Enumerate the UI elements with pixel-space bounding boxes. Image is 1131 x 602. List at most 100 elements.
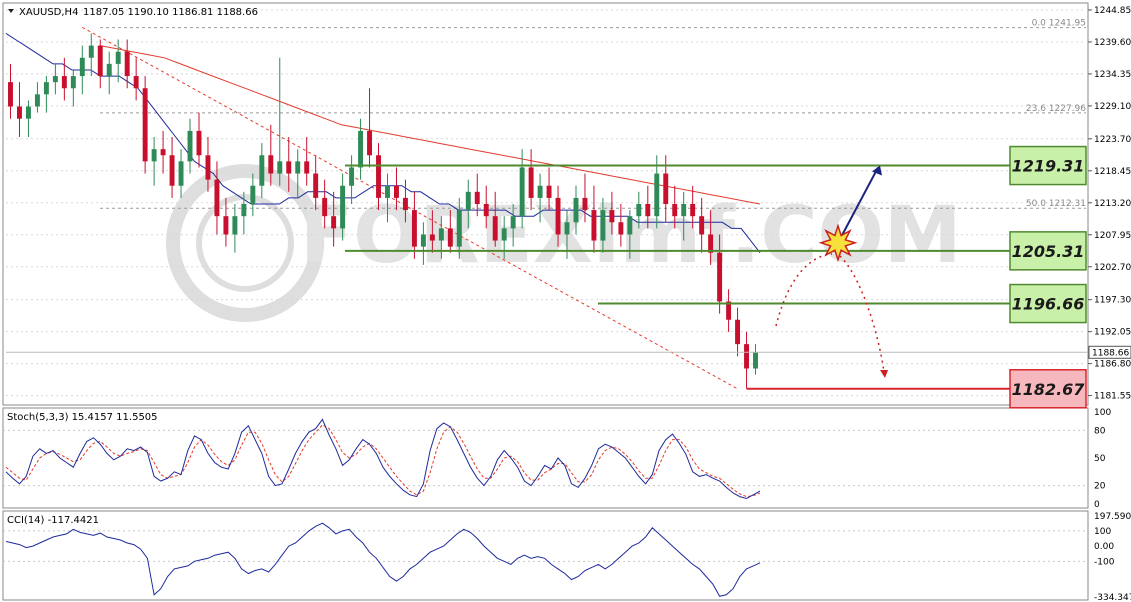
candle-body xyxy=(744,344,750,369)
candle-body xyxy=(699,216,705,235)
candle-body xyxy=(492,216,498,241)
level-label: 1196.66 xyxy=(1012,295,1085,314)
level-box-green xyxy=(1009,145,1087,186)
moving-averages xyxy=(5,32,761,254)
level-box-red xyxy=(1009,369,1087,409)
fib-label: 23.6 1227.96 xyxy=(1026,104,1086,114)
cci-axis-label: 0.00 xyxy=(1094,542,1114,552)
candle-body xyxy=(483,204,489,217)
candle-body xyxy=(322,197,328,217)
candle-body xyxy=(654,173,660,217)
candle-body xyxy=(34,94,40,107)
candle-body xyxy=(618,222,624,235)
candle-body xyxy=(160,149,166,156)
bearish-arrowhead xyxy=(880,370,888,378)
candle-body xyxy=(313,173,319,198)
candle-body xyxy=(681,204,687,217)
candle-body xyxy=(106,63,112,77)
axis-tick-label: 1192.05 xyxy=(1094,328,1131,338)
candle-body xyxy=(582,197,588,211)
stoch-panel-frame xyxy=(2,407,1089,509)
candle-body xyxy=(474,191,480,204)
candle-body xyxy=(304,161,310,174)
candle-body xyxy=(456,210,462,247)
candle-body xyxy=(717,252,723,302)
candle-body xyxy=(340,185,346,229)
axis-tick-label: 1186.80 xyxy=(1094,360,1131,370)
main-panel-frame xyxy=(2,2,1089,406)
candle-body xyxy=(420,234,426,247)
fibonacci-levels: 0.0 1241.95 23.6 1227.96 50.0 1212.31 xyxy=(100,19,1086,209)
candle-body xyxy=(555,197,561,235)
candle-body xyxy=(537,185,543,198)
candle-body xyxy=(88,45,94,58)
level-label: 1182.67 xyxy=(1012,380,1086,399)
forecast-arrows xyxy=(775,165,888,378)
candle-body xyxy=(187,130,193,162)
candle-body xyxy=(349,167,355,186)
cci-axis-label: -100 xyxy=(1094,557,1115,567)
candle-body xyxy=(115,51,121,64)
axis-tick-label: 1197.30 xyxy=(1094,296,1131,306)
ohlc-readout: 1187.05 1190.10 1186.81 1188.66 xyxy=(83,7,258,18)
candle-body xyxy=(8,82,13,107)
bullish-arrow-line xyxy=(837,167,879,244)
candle-body xyxy=(519,167,525,217)
axis-tick-label: 1207.95 xyxy=(1094,231,1131,241)
stoch-axis-label: 0 xyxy=(1094,500,1100,510)
bullish-arrowhead xyxy=(872,165,882,176)
candle-body xyxy=(753,352,758,369)
candle-body xyxy=(402,197,408,211)
candle-body xyxy=(429,234,435,241)
candle-body xyxy=(376,155,381,198)
candle-body xyxy=(438,228,444,241)
candle-body xyxy=(528,167,534,198)
candle-body xyxy=(609,210,615,223)
level-box-green xyxy=(1009,283,1087,324)
candle-body xyxy=(393,185,399,198)
candle-body xyxy=(663,173,669,204)
candle-body xyxy=(133,76,139,89)
candle-body xyxy=(142,88,148,162)
cci-title: CCI(14) -117.4421 xyxy=(7,515,99,526)
candle-body xyxy=(591,210,597,241)
candle-body xyxy=(232,216,238,235)
dropdown-icon[interactable] xyxy=(8,9,14,13)
candle-body xyxy=(169,155,175,186)
cci-panel-frame xyxy=(2,510,1089,601)
axis-tick-label: 1244.85 xyxy=(1094,6,1131,16)
candle-body xyxy=(79,57,85,77)
candle-body xyxy=(627,216,633,235)
cci-axis-label: 100 xyxy=(1094,527,1111,537)
current-price-label: 1188.66 xyxy=(1092,348,1129,358)
candle-body xyxy=(61,76,67,89)
fib-label: 0.0 1241.95 xyxy=(1032,19,1086,29)
ma-fast-line xyxy=(5,32,761,254)
ma-slow-line xyxy=(99,45,761,205)
candle-body xyxy=(645,204,651,217)
candle-body xyxy=(52,76,58,83)
axis-tick-label: 1181.55 xyxy=(1094,392,1131,402)
candle-body xyxy=(726,301,732,320)
candle-body xyxy=(223,216,229,235)
trendline-layer xyxy=(82,26,738,390)
candle-body xyxy=(411,210,417,247)
trendline xyxy=(82,26,738,390)
candle-body xyxy=(286,161,292,174)
current-price-tag xyxy=(1088,345,1131,359)
level-box-green xyxy=(1009,231,1087,271)
candle-body xyxy=(690,204,696,217)
candle-body xyxy=(358,130,364,168)
candle-body xyxy=(268,155,274,174)
candle-body xyxy=(385,185,390,198)
cci-indicator: 197.5906 100 0.00 -100 -334.347 xyxy=(3,512,1131,602)
stoch-main-line xyxy=(5,418,761,500)
stoch-axis-label: 50 xyxy=(1094,454,1106,464)
candle-body xyxy=(43,82,49,95)
candle-body xyxy=(636,204,642,217)
candle-body xyxy=(241,204,247,217)
symbol-label: XAUUSD,H4 xyxy=(19,7,78,18)
watermark: FOREXimf.COM xyxy=(166,164,962,322)
candle-body xyxy=(367,130,373,156)
